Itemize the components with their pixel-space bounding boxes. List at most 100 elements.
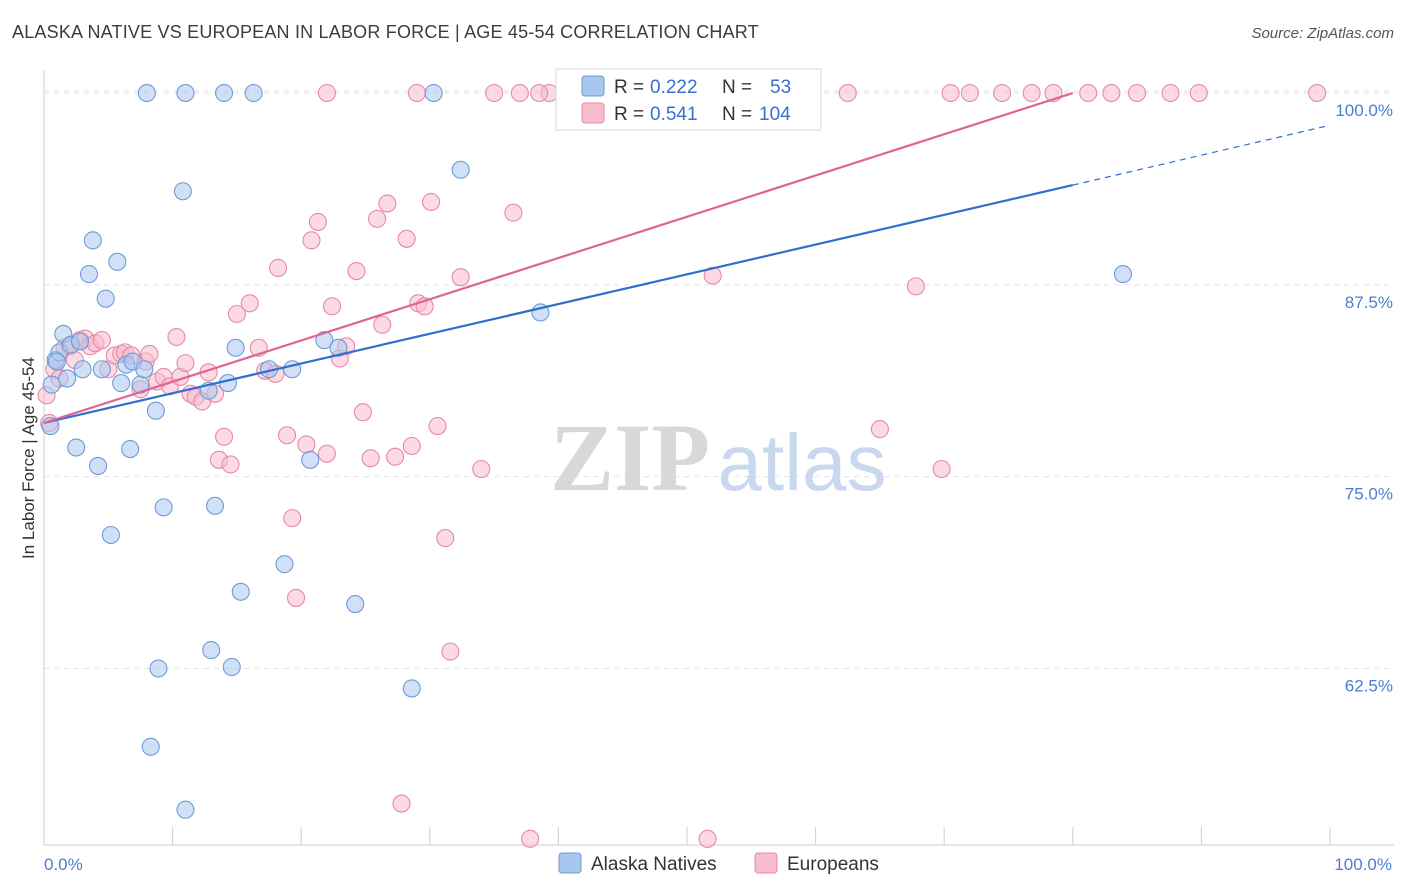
trend-line-alaska-natives-extension <box>1072 124 1331 186</box>
bottom-legend-swatch-alaska <box>558 852 582 874</box>
alaska-natives-point <box>135 360 154 379</box>
legend-n-label-europeans: N = <box>722 104 752 125</box>
alaska-natives-point <box>47 352 66 371</box>
alaska-natives-point <box>301 450 320 469</box>
europeans-point <box>941 83 960 103</box>
europeans-point <box>838 83 857 103</box>
bottom-legend: Alaska Natives Europeans <box>558 852 879 875</box>
axes <box>43 70 1394 846</box>
alaska-natives-point <box>121 440 140 459</box>
europeans-point <box>1308 83 1327 103</box>
y-axis-label: In Labor Force | Age 45-54 <box>19 357 38 559</box>
alaska-natives-point <box>329 338 348 357</box>
alaska-natives-point <box>1113 265 1133 284</box>
europeans-point <box>870 420 889 439</box>
bottom-legend-label-europeans: Europeans <box>787 854 879 875</box>
alaska-natives-point <box>202 641 221 660</box>
legend-r-label-europeans: R = <box>614 104 644 125</box>
alaska-natives-point <box>141 737 160 756</box>
alaska-natives-point <box>137 83 156 103</box>
europeans-point <box>1161 83 1180 103</box>
alaska-natives-point <box>83 231 102 250</box>
europeans-point <box>993 83 1012 103</box>
alaska-natives-point <box>176 800 195 819</box>
legend-swatch-alaska <box>581 75 605 97</box>
legend-r-value-alaska: 0.222 <box>650 77 698 98</box>
europeans-point <box>92 331 111 350</box>
alaska-natives-point <box>92 360 111 379</box>
legend-r-value-europeans: 0.541 <box>650 104 698 125</box>
europeans-point <box>317 444 336 463</box>
alaska-natives-point <box>70 332 90 351</box>
europeans-point <box>347 261 366 281</box>
europeans-point <box>227 304 246 324</box>
europeans-point <box>269 258 288 278</box>
europeans-point <box>451 268 470 287</box>
x-tick-label-max: 100.0% <box>1334 855 1392 874</box>
source-label: Source: ZipAtlas.com <box>1251 25 1394 42</box>
europeans-point <box>386 447 405 466</box>
legend-r-label-alaska: R = <box>614 77 644 98</box>
legend-box: R = 0.222 N = 53 R = 0.541 N = 104 <box>555 68 822 131</box>
europeans-point <box>472 459 491 479</box>
alaska-natives-point <box>226 338 245 357</box>
alaska-natives-point <box>58 369 77 388</box>
y-tick-label: 87.5% <box>1345 293 1393 312</box>
europeans-point <box>176 354 195 373</box>
europeans-point <box>428 416 447 436</box>
trend-line-alaska-natives <box>43 184 1074 425</box>
x-tick-label-min: 0.0% <box>44 855 83 874</box>
alaska-natives-point <box>424 83 443 103</box>
legend-n-value-europeans: 104 <box>759 104 791 125</box>
europeans-point <box>402 436 421 456</box>
europeans-point <box>521 829 540 848</box>
europeans-point <box>368 209 387 228</box>
europeans-point <box>485 83 504 103</box>
alaska-natives-point <box>205 496 225 515</box>
europeans-point <box>441 642 460 661</box>
alaska-natives-point <box>149 659 168 678</box>
europeans-point <box>1128 83 1147 103</box>
europeans-point <box>221 455 240 474</box>
bottom-legend-label-alaska: Alaska Natives <box>591 854 717 875</box>
europeans-point <box>1189 83 1208 103</box>
alaska-natives-point <box>173 182 192 201</box>
europeans-point <box>297 435 316 454</box>
grid: 62.5% 75.0% 87.5% 100.0% <box>44 90 1394 696</box>
alaska-natives-point <box>73 360 92 379</box>
alaska-natives-point <box>275 555 294 574</box>
y-tick-label: 75.0% <box>1345 485 1393 504</box>
bottom-legend-swatch-europeans <box>754 852 778 874</box>
alaska-natives-point <box>451 160 470 179</box>
europeans-point <box>530 83 549 103</box>
europeans-point <box>698 829 717 848</box>
europeans-point <box>361 449 380 468</box>
europeans-point <box>378 194 397 213</box>
europeans-point <box>906 277 925 296</box>
europeans-point <box>1102 83 1121 103</box>
europeans-point <box>932 459 951 479</box>
alaska-natives-point <box>231 582 250 601</box>
legend-swatch-europeans <box>581 102 605 124</box>
watermark: ZIP atlas <box>550 404 887 511</box>
europeans-point <box>302 231 321 250</box>
europeans-point <box>373 315 392 334</box>
alaska-natives-point <box>42 375 61 394</box>
europeans-point <box>283 509 302 528</box>
legend-n-label-alaska: N = <box>722 77 752 98</box>
alaska-natives-point <box>96 289 115 308</box>
europeans-point <box>960 83 979 103</box>
legend-n-value-alaska: 53 <box>770 77 791 98</box>
alaska-natives-point <box>101 525 120 545</box>
alaska-natives-point <box>67 438 86 457</box>
alaska-natives-point <box>244 83 263 103</box>
trend-lines <box>43 91 1331 425</box>
chart-title: ALASKA NATIVE VS EUROPEAN IN LABOR FORCE… <box>12 22 759 42</box>
europeans-point <box>323 297 342 316</box>
europeans-point <box>1079 83 1098 103</box>
y-tick-label: 62.5% <box>1345 677 1393 696</box>
watermark-zip: ZIP <box>550 404 710 511</box>
europeans-point <box>1022 83 1041 103</box>
series-alaska-natives <box>41 83 1133 819</box>
